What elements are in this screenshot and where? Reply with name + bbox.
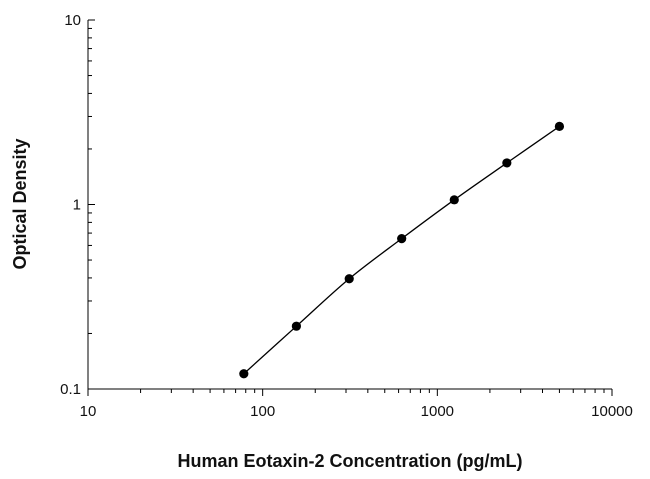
data-point <box>554 121 565 132</box>
y-tick-label: 10 <box>64 12 81 29</box>
points-layer <box>239 121 565 379</box>
data-point <box>502 158 512 168</box>
data-point <box>239 369 249 379</box>
data-point <box>449 195 459 205</box>
x-tick-label: 1000 <box>421 403 454 420</box>
y-axis-title: Optical Density <box>10 138 30 269</box>
y-tick-label: 1 <box>73 197 81 214</box>
axes-layer <box>87 20 612 390</box>
data-point <box>291 321 301 331</box>
x-tick-label: 100 <box>250 403 275 420</box>
x-tick-label: 10000 <box>591 403 633 420</box>
curve-layer <box>243 125 560 375</box>
labels-layer: 10 100 1000 10000 0.1 1 10 <box>60 12 633 420</box>
ticks-layer <box>87 19 613 396</box>
data-point <box>397 234 407 244</box>
x-axis-title: Human Eotaxin-2 Concentration (pg/mL) <box>177 451 522 471</box>
x-tick-label: 10 <box>80 403 97 420</box>
fit-curve <box>243 125 560 375</box>
y-tick-label: 0.1 <box>60 381 81 398</box>
data-point <box>344 274 354 284</box>
